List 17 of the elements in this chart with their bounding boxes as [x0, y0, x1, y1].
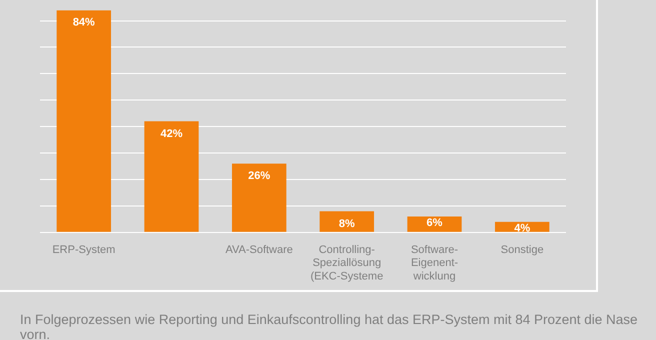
- x-tick-label: Controlling- Speziallösung (EKC-Systeme: [310, 244, 384, 282]
- x-tick-label: Sonstige: [500, 244, 544, 256]
- data-label: 6%: [426, 217, 443, 230]
- data-label: 84%: [72, 16, 96, 29]
- data-label: 42%: [160, 128, 183, 140]
- bar: [407, 216, 462, 232]
- x-tick-label: ERP-System: [52, 244, 116, 256]
- bar: [320, 211, 374, 232]
- x-tick-label: Software- Eigenent- wicklung: [410, 244, 458, 282]
- data-label: 26%: [248, 170, 270, 182]
- bar: [144, 121, 199, 232]
- bar: [232, 164, 286, 232]
- data-label: 8%: [338, 218, 355, 230]
- x-tick-label: AVA-Software: [225, 244, 293, 256]
- text: In Folgeprozessen wie Reporting und Einkaufscontrolling hat das ERP-System mit 84 Prozent die Nase vorn.: [20, 312, 639, 340]
- bar: [56, 10, 112, 232]
- data-label: 4%: [514, 222, 530, 234]
